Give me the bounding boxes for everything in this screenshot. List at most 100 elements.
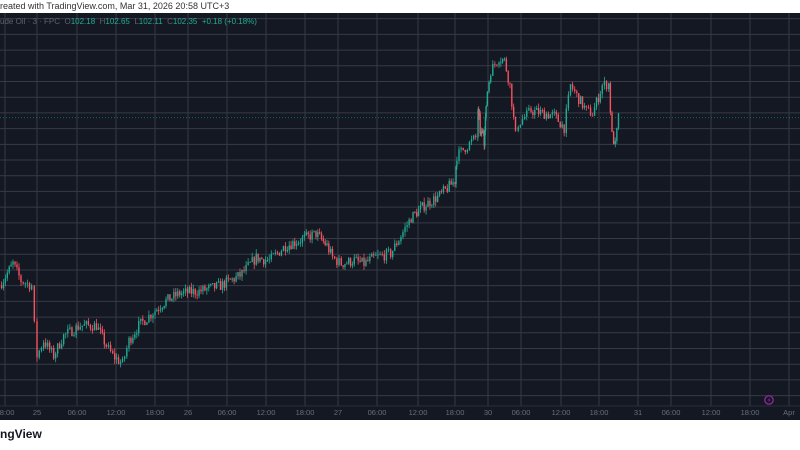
candle [26,279,29,288]
candle-body [470,139,473,142]
candle [103,329,105,349]
candlestick-chart[interactable]: 18:00 25 06:00 12:00 18:00 26 06:00 12:00 18:00 2… [0,13,800,420]
candle [272,252,275,255]
candle-body [38,350,40,358]
candle-body [266,260,269,261]
candle-body [28,283,31,290]
x-tick-label: 31 [634,408,642,417]
candle-body [484,117,487,131]
candle [511,83,513,111]
candle [10,261,12,267]
candle [555,109,557,119]
candle [414,211,416,214]
candle [333,255,336,260]
candle [526,107,528,121]
candle-body [344,264,346,268]
candle [200,285,202,294]
high-label: H [99,17,106,26]
candle [537,103,540,118]
candle-body [91,328,94,331]
candle [383,250,386,264]
candle [6,269,8,282]
candle [498,61,500,68]
candle [423,197,425,213]
candle [299,238,302,247]
candle [182,288,185,297]
candle [253,256,255,270]
candle-body [444,186,447,189]
candle [85,320,88,329]
candle-body [512,106,515,117]
candle [18,263,20,280]
candle [134,331,136,340]
candle [545,111,548,121]
candle [480,127,483,137]
lightning-event-icon[interactable] [764,395,774,405]
candle-body [301,237,304,243]
candle [297,240,300,246]
candle [36,317,38,362]
candle [261,256,263,260]
candle-body [175,291,177,297]
x-tick-label: 26 [184,408,192,417]
x-tick-label: 12:00 [409,408,428,417]
candle [347,256,350,265]
candle-body [303,234,306,238]
candle-body [156,310,158,312]
candle-body [259,257,261,262]
candle-body [217,281,220,283]
candle [561,121,563,129]
candle [585,105,588,111]
candle-body [523,116,526,120]
candle [278,252,281,256]
candle [599,90,602,104]
candle-body [18,267,20,276]
candle-body [243,270,245,272]
candle [30,283,33,291]
candle-body [225,277,228,288]
candle-body [161,308,164,310]
ohlc-legend: ude Oil · 3 · FPC O102.18 H102.65 L102.1… [0,17,257,26]
candle-body [62,334,65,345]
candle [186,286,189,298]
candle-body [320,233,323,239]
candle-body [328,243,330,253]
candle-body [307,232,309,235]
candle [605,80,608,92]
candle [385,247,388,264]
candle-body [419,205,422,210]
candle-body [4,278,7,283]
candle-body [541,110,544,111]
candle [553,108,556,116]
candle [144,320,146,326]
candle-body [157,310,160,311]
event-marker[interactable] [764,395,774,405]
candle-body [416,212,418,217]
candle [130,336,132,346]
candle [509,82,511,89]
candle-body [589,107,592,116]
candle-body [383,254,386,261]
candle [2,279,5,291]
candle-body [609,83,612,113]
candle-body [138,321,140,334]
candle [65,332,67,339]
candle [612,130,615,145]
candle-body [466,149,469,153]
candle [431,203,433,208]
candle-body [517,127,519,131]
candle-body [605,81,608,90]
candle-body [85,321,88,325]
candle-body [539,110,542,115]
candle [392,250,394,260]
chart-area[interactable]: 18:00 25 06:00 12:00 18:00 26 06:00 12:00 18:00 2… [0,13,800,420]
candle [475,133,477,140]
candle [175,287,177,301]
candle [494,61,496,68]
candle-body [486,91,489,105]
candle [180,290,183,299]
candle-body [398,241,400,246]
candle-body [460,147,462,150]
candle [112,349,114,355]
candle-body [486,104,488,107]
